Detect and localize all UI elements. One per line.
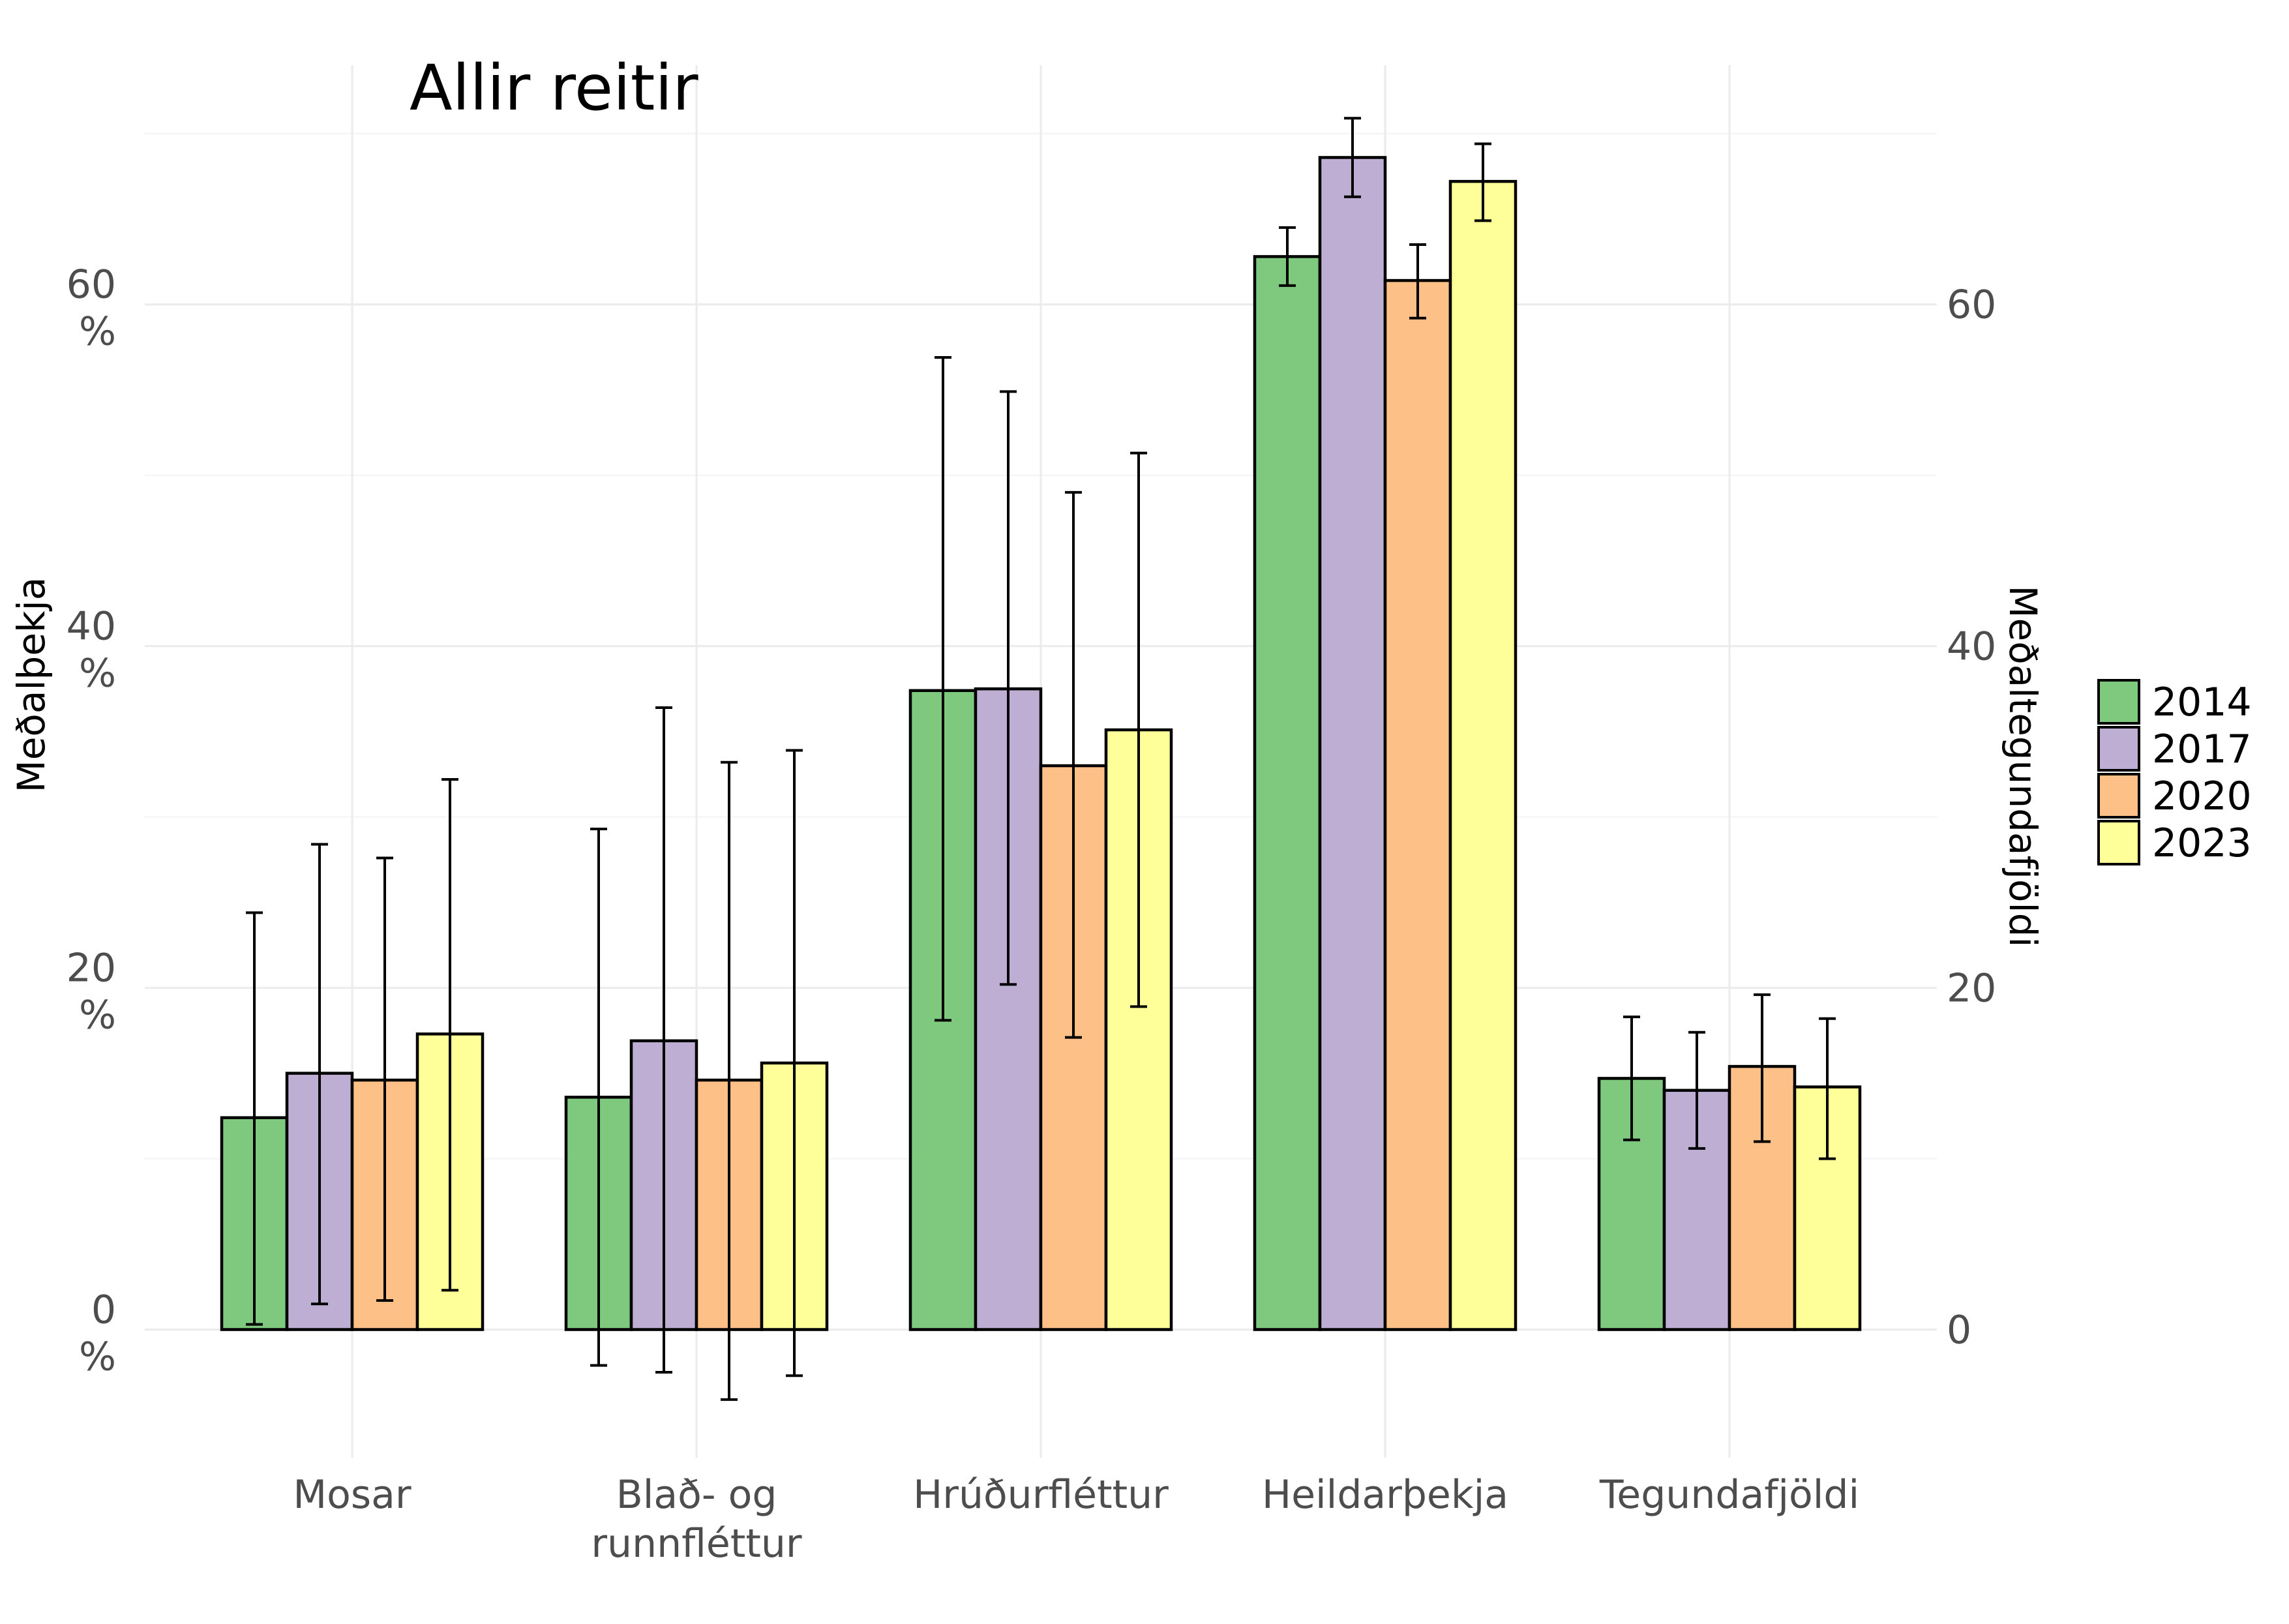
legend-item-2017: 2017 [2097, 726, 2252, 772]
right-tick-label: 40 [1947, 624, 1996, 670]
bar-2014 [1253, 255, 1322, 1331]
error-bar-2014 [590, 827, 607, 1367]
error-bar-2020 [376, 856, 393, 1302]
legend-item-2023: 2023 [2097, 820, 2252, 866]
right-tick-label: 0 [1947, 1308, 1971, 1353]
legend-label: 2014 [2152, 680, 2252, 725]
left-axis-title: Meðalþekja [9, 577, 53, 793]
category-label: Tegundafjöldi [1599, 1472, 1859, 1518]
legend-item-2014: 2014 [2097, 679, 2252, 725]
bar-2023 [1448, 179, 1518, 1331]
error-bar-2017 [1344, 117, 1361, 198]
legend-item-2020: 2020 [2097, 773, 2252, 819]
chart-title: Allir reitir [410, 52, 698, 125]
legend-label: 2020 [2152, 774, 2252, 819]
legend-label: 2017 [2152, 727, 2252, 772]
bar-2017 [1662, 1089, 1731, 1331]
error-bar-2014 [1623, 1015, 1640, 1141]
left-tick-label: 40% [67, 604, 116, 697]
right-y-axis: 0 20 40 60 [1947, 282, 1996, 1353]
error-bar-2014 [1279, 226, 1296, 287]
left-tick-label: 0% [79, 1287, 116, 1380]
legend-swatch [2097, 726, 2140, 772]
left-y-axis: 0 % 20 % 40 % 60% [67, 262, 116, 1380]
legend-swatch [2097, 773, 2140, 819]
error-bar-2017 [655, 706, 672, 1374]
right-tick-label: 20 [1947, 966, 1996, 1012]
category-label: Blað- og runnfléttur [591, 1472, 802, 1567]
legend-swatch [2097, 679, 2140, 725]
error-bar-2023 [441, 778, 458, 1292]
legend-swatch [2097, 820, 2140, 865]
error-bar-2020 [1065, 490, 1082, 1039]
bar-2017 [1318, 156, 1387, 1331]
error-bar-2023 [1130, 451, 1147, 1008]
category-label: Heildarþekja [1262, 1472, 1508, 1518]
error-bar-2014 [935, 355, 951, 1022]
x-axis: Mosar Blað- og runnfléttur Hrúðurfléttur Hei… [293, 1472, 1859, 1567]
error-bar-2020 [1409, 243, 1426, 320]
error-bars [246, 117, 1836, 1401]
right-axis-title: Meðaltegundafjöldi [2001, 585, 2045, 947]
left-tick-label: 60% [67, 262, 116, 355]
error-bar-2023 [1819, 1017, 1836, 1160]
error-bar-2023 [786, 749, 803, 1377]
right-tick-label: 60 [1947, 282, 1996, 328]
error-bar-2023 [1474, 142, 1491, 222]
error-bar-2020 [721, 760, 738, 1401]
error-bar-2020 [1754, 993, 1771, 1143]
error-bar-2014 [246, 911, 263, 1326]
error-bar-2017 [1688, 1030, 1705, 1150]
category-label: Mosar [293, 1472, 411, 1518]
error-bar-2017 [311, 843, 328, 1306]
left-tick-label: 20% [67, 946, 116, 1038]
error-bar-2017 [1000, 390, 1017, 986]
legend-label: 2023 [2152, 820, 2252, 866]
bar-2020 [1383, 278, 1452, 1331]
category-label: Hrúðurfléttur [913, 1472, 1169, 1518]
